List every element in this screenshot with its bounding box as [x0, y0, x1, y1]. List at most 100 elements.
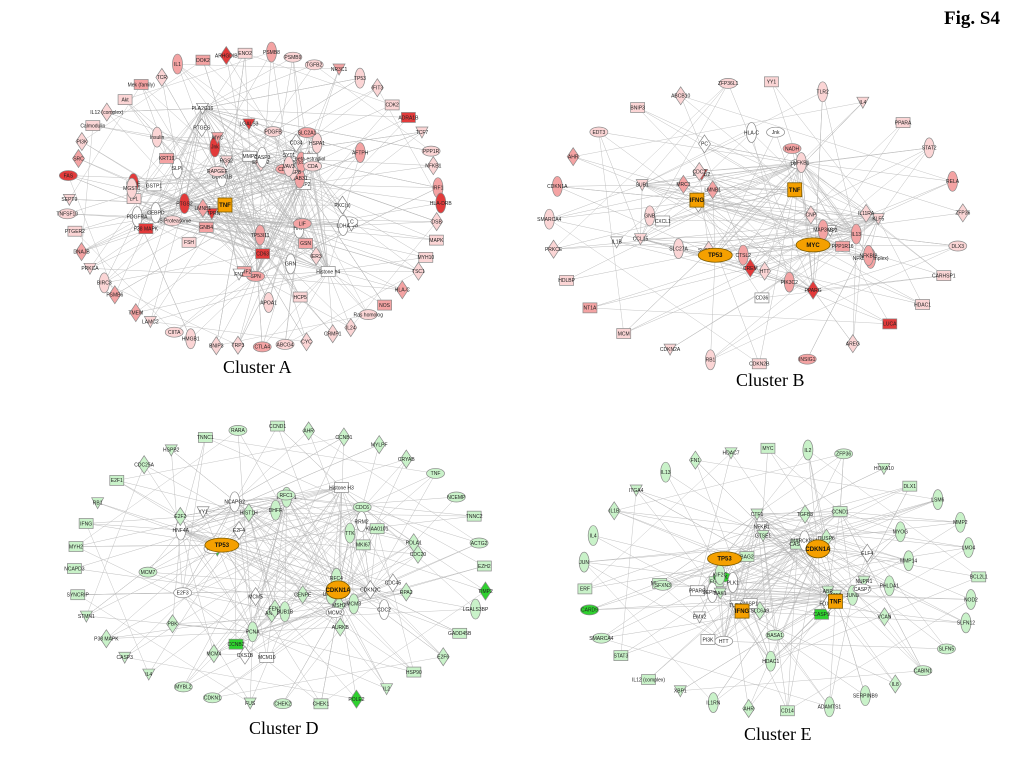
node-zfp36[interactable]: ZFP36: [955, 203, 971, 223]
node-mcm4[interactable]: MCM4: [207, 643, 222, 664]
node-casp3[interactable]: CASP3: [254, 146, 271, 168]
node-il4[interactable]: IL4: [142, 668, 156, 681]
node-histone-h3[interactable]: Histone H3: [329, 482, 354, 493]
node-rpa2[interactable]: RPA2: [399, 582, 413, 602]
node-lsm6[interactable]: LSM6: [931, 489, 945, 510]
node-ctf1[interactable]: CTF1: [750, 508, 764, 521]
node-il4[interactable]: IL4: [587, 525, 599, 546]
node-nod2[interactable]: NOD2: [964, 589, 978, 610]
node-stat2[interactable]: STAT2: [922, 137, 937, 159]
node-rela[interactable]: RELA: [946, 170, 960, 192]
node-yy1[interactable]: YY1: [764, 76, 779, 88]
node-arhgdib[interactable]: ARHGDIB: [215, 45, 238, 66]
node-tp53i11[interactable]: TP53I11: [251, 224, 270, 246]
node-hla-drb[interactable]: HLA-DRB: [430, 192, 453, 214]
node-zfp36[interactable]: ZFP36: [834, 448, 854, 460]
node-areg[interactable]: AREG: [846, 334, 860, 354]
node-aftph[interactable]: AFTPH: [352, 142, 369, 163]
node-sub1[interactable]: SUB1: [635, 179, 649, 192]
node-ptgs2[interactable]: PTGS2: [176, 193, 193, 214]
node-il12-complex[interactable]: IL12 (complex): [632, 674, 665, 685]
node-mapk[interactable]: MAPK: [429, 234, 444, 246]
node-ciita[interactable]: CIITA: [164, 326, 184, 338]
node-prkce[interactable]: PRKCE: [545, 239, 563, 259]
node-nos[interactable]: NOS: [377, 299, 392, 311]
node-casp9[interactable]: CASP9: [813, 608, 830, 620]
node-mcm[interactable]: MCM: [616, 328, 632, 339]
node-cyc[interactable]: CYC: [300, 332, 313, 352]
node-hdac1[interactable]: HDAC1: [762, 650, 779, 672]
node-cryab[interactable]: CRYAB: [398, 449, 415, 469]
node-e2f4[interactable]: E2F4: [232, 520, 246, 541]
node-myc[interactable]: MYC: [210, 132, 225, 145]
node-cdc2[interactable]: CDC2: [377, 599, 391, 620]
node-hdac7[interactable]: HDAC7: [723, 447, 740, 460]
node-elf4[interactable]: ELF4: [860, 543, 874, 563]
node-tnfsf10[interactable]: TNFSF10: [56, 208, 78, 220]
node-ahr[interactable]: AHR: [302, 421, 316, 441]
node-p38-mapk[interactable]: P38 MAPK: [94, 629, 119, 649]
node-jun[interactable]: JUN: [578, 551, 590, 573]
node-smarca4[interactable]: SMARCA4: [537, 208, 562, 230]
node-myog[interactable]: MYOG: [893, 521, 908, 543]
node-jnk[interactable]: Jnk: [766, 126, 785, 138]
node-ccnd1[interactable]: CCND1: [831, 506, 849, 517]
node-tp53[interactable]: TP53: [354, 67, 366, 89]
node-ncemp[interactable]: NCEMP: [446, 491, 466, 503]
node-basa1[interactable]: BASA1: [765, 629, 785, 641]
node-phlda1[interactable]: PHLDA1: [880, 575, 900, 597]
node-adra1b[interactable]: ADRA1B: [398, 112, 419, 123]
node-cks1b[interactable]: CKS1B: [237, 645, 254, 665]
node-hla-c[interactable]: HLA-C: [744, 122, 759, 143]
node-mcm3[interactable]: MCM3: [346, 593, 361, 615]
node-cdc6[interactable]: CDC6: [352, 501, 372, 513]
node-hdlbp[interactable]: HDLBP: [558, 275, 576, 286]
node-src[interactable]: SRC: [72, 148, 85, 169]
node-nr3c1[interactable]: NR3C1: [331, 63, 348, 76]
node-hcp5[interactable]: HCP5: [292, 291, 308, 303]
node-cdk2[interactable]: CDK2: [384, 99, 400, 111]
node-mcm10[interactable]: MCM10: [258, 652, 276, 663]
node-il2[interactable]: IL2: [802, 439, 814, 461]
node-ttk[interactable]: TTK: [344, 522, 355, 544]
node-birc3[interactable]: BIRC3: [97, 272, 112, 294]
node-hspb2[interactable]: HSPB2: [163, 444, 180, 457]
node-pdgfb[interactable]: PDGFB: [263, 126, 283, 137]
node-ptges[interactable]: PTGES: [193, 118, 211, 138]
node-tnnc1[interactable]: TNNC1: [197, 432, 214, 443]
node-dok2[interactable]: DOK2: [195, 54, 211, 66]
node-dlx3[interactable]: DLX3: [948, 240, 968, 252]
node-mgst1[interactable]: MGST1: [123, 177, 141, 199]
node-e2f3[interactable]: E2F3: [173, 587, 192, 599]
node-stat3[interactable]: STAT3: [613, 650, 629, 661]
node-ppp1r16[interactable]: PPP1R16: [832, 240, 854, 252]
node-histone-h4[interactable]: Histone h4: [316, 266, 340, 277]
node-pparg[interactable]: PPARG: [689, 585, 706, 597]
node-cdc2[interactable]: CDC2: [692, 161, 706, 182]
node-pparg[interactable]: PPARG: [805, 280, 822, 300]
node-gtse1[interactable]: GTSE1: [755, 530, 772, 543]
node-apoa1[interactable]: APOA1: [260, 292, 277, 313]
node-abcb10[interactable]: ABCB10: [671, 86, 690, 106]
node-nadh[interactable]: NADH: [782, 143, 802, 154]
node-crmp1[interactable]: CRMP1: [324, 324, 342, 344]
node-rrm2[interactable]: RRM2: [354, 511, 369, 532]
node-il1b[interactable]: IL1B: [607, 501, 621, 521]
node-ppara[interactable]: PPARA: [895, 117, 912, 128]
node-fas[interactable]: FAS: [58, 170, 78, 181]
node-mmp2[interactable]: MMP2: [953, 511, 968, 533]
node-htt[interactable]: HTT: [714, 635, 734, 647]
node-nt1a[interactable]: NT1A: [582, 302, 598, 314]
hub-ifng[interactable]: IFNG: [689, 192, 705, 208]
node-cdkn2c[interactable]: CDKN2C: [360, 579, 381, 600]
node-grn[interactable]: GRN: [285, 253, 297, 275]
hub-tp53[interactable]: TP53: [697, 247, 733, 263]
node-mki67[interactable]: MKI67: [355, 539, 371, 551]
node-il13[interactable]: IL13: [850, 223, 862, 245]
node-pi3k[interactable]: PI3K: [700, 634, 716, 645]
node-tlr2[interactable]: TLR2: [817, 81, 829, 103]
node-edt3[interactable]: EDT3: [589, 126, 609, 138]
hub-ifng[interactable]: IFNG: [734, 603, 750, 619]
node-lmnb1[interactable]: LMNB1: [704, 180, 721, 200]
node-emx2[interactable]: EMX2: [693, 611, 707, 624]
